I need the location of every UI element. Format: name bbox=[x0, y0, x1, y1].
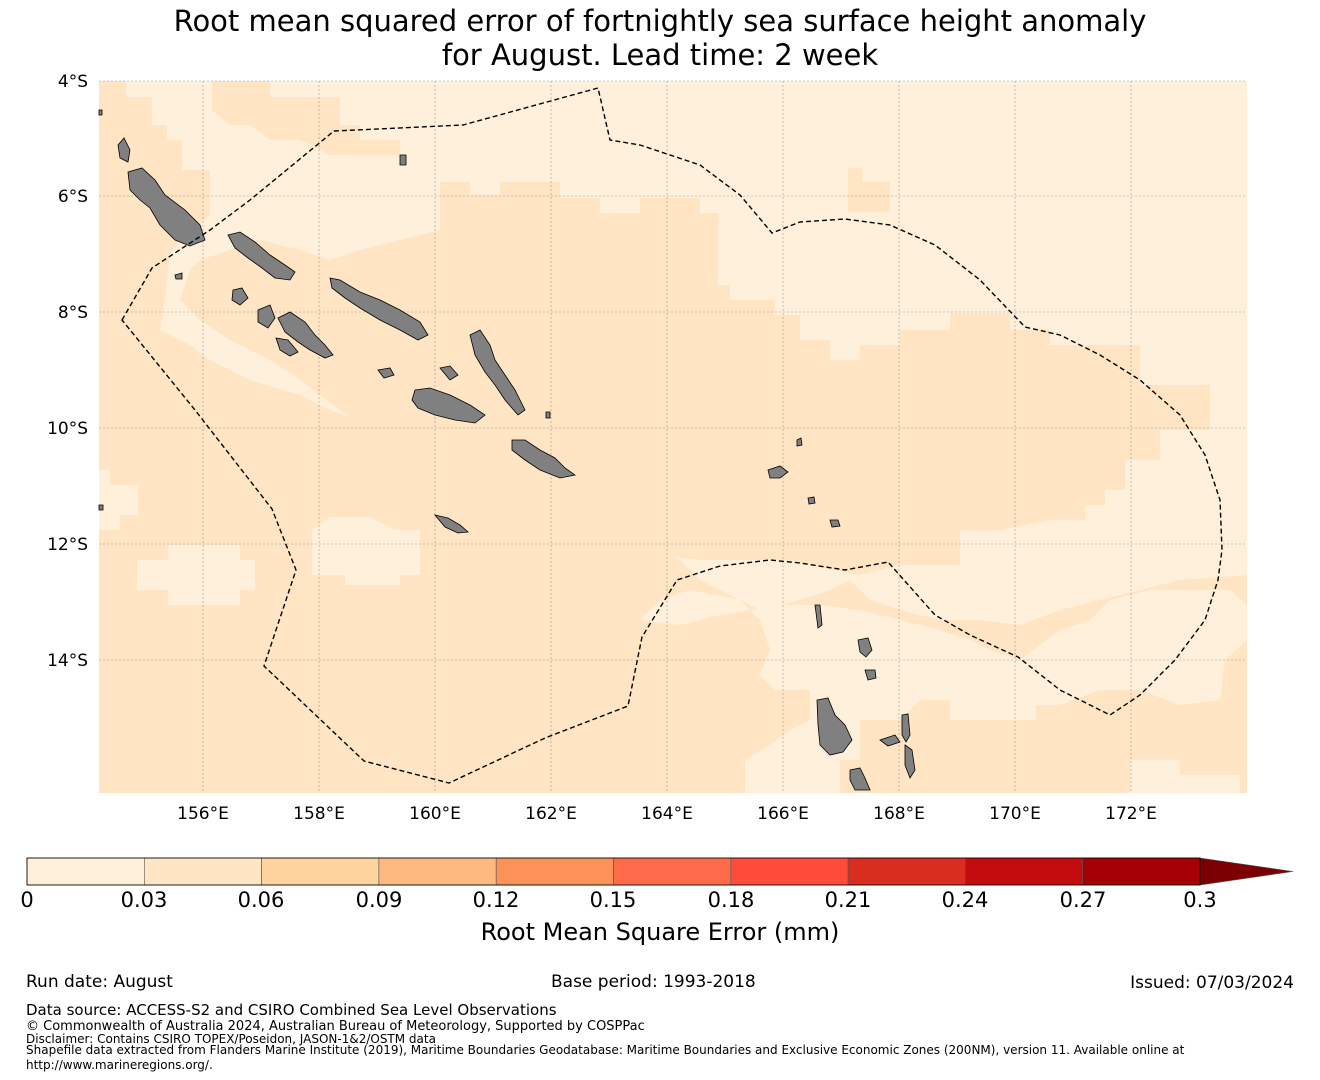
map-title: Root mean squared error of fortnightly s… bbox=[0, 4, 1320, 72]
reef-islands bbox=[796, 437, 803, 447]
colorbar-segment bbox=[613, 857, 732, 886]
lat-label: 14°S bbox=[47, 651, 88, 671]
base-period: Base period: 1993-2018 bbox=[551, 972, 756, 992]
bougainville-island bbox=[127, 167, 206, 247]
lat-label: 4°S bbox=[58, 72, 88, 92]
shapefile-credit: Shapefile data extracted from Flanders M… bbox=[26, 1043, 1185, 1057]
colorbar-tick-label: 0.3 bbox=[1183, 888, 1217, 912]
florida-islands bbox=[377, 367, 395, 379]
russell-islands bbox=[439, 365, 459, 381]
colorbar-tick-label: 0.09 bbox=[355, 888, 403, 912]
choiseul-island bbox=[227, 231, 296, 281]
new-georgia-island bbox=[257, 304, 276, 329]
lon-label: 160°E bbox=[409, 804, 461, 824]
lon-label: 162°E bbox=[525, 804, 577, 824]
rennell-island bbox=[433, 514, 469, 534]
tiny-island-2 bbox=[98, 109, 103, 116]
kolombangara-island bbox=[231, 287, 249, 306]
colorbar-title: Root Mean Square Error (mm) bbox=[480, 918, 840, 946]
lon-label: 166°E bbox=[757, 804, 809, 824]
santa-cruz-island bbox=[767, 465, 789, 479]
santa-isabel-island bbox=[329, 277, 429, 341]
lon-label: 172°E bbox=[1105, 804, 1157, 824]
colorbar-tick-label: 0.24 bbox=[941, 888, 989, 912]
colorbar-segment bbox=[495, 857, 614, 886]
colorbar-segment bbox=[261, 857, 380, 886]
malakula-island bbox=[849, 767, 871, 791]
colorbar-segment bbox=[1082, 857, 1201, 886]
colorbar-segment bbox=[144, 857, 262, 886]
colorbar-tick-label: 0.06 bbox=[237, 888, 285, 912]
colorbar-segment bbox=[965, 857, 1084, 886]
colorbar-tick-label: 0.15 bbox=[589, 888, 637, 912]
lat-label: 6°S bbox=[58, 187, 88, 207]
lat-label: 8°S bbox=[58, 303, 88, 323]
latitude-labels: 4°S 6°S 8°S 10°S 12°S 14°S bbox=[47, 72, 88, 671]
run-date: Run date: August bbox=[26, 972, 173, 992]
lon-label: 158°E bbox=[293, 804, 345, 824]
title-line-2: for August. Lead time: 2 week bbox=[441, 38, 879, 72]
issued-date: Issued: 07/03/2024 bbox=[1130, 973, 1294, 993]
land-masses bbox=[98, 109, 916, 791]
colorbar-tick-label: 0.21 bbox=[824, 888, 872, 912]
tiny-island-1 bbox=[174, 272, 183, 280]
marineregions-link[interactable]: http://www.marineregions.org/. bbox=[26, 1058, 213, 1072]
espiritu-santo-island bbox=[816, 697, 853, 756]
colorbar-tick-label: 0 bbox=[20, 888, 34, 912]
ontong-java-atoll bbox=[399, 154, 407, 166]
lat-label: 10°S bbox=[47, 419, 88, 439]
vanikoro-island bbox=[829, 519, 841, 528]
tiny-island-4 bbox=[545, 411, 551, 419]
gaua-island bbox=[864, 669, 877, 681]
lat-label: 12°S bbox=[47, 535, 88, 555]
longitude-labels: 156°E 158°E 160°E 162°E 164°E 166°E 168°… bbox=[177, 804, 1157, 824]
lon-label: 156°E bbox=[177, 804, 229, 824]
colorbar-tick-label: 0.12 bbox=[472, 888, 520, 912]
ambae-island bbox=[879, 734, 901, 747]
colorbar bbox=[26, 857, 1294, 886]
pentecost-island bbox=[904, 744, 916, 779]
colorbar-segment bbox=[378, 857, 497, 886]
utupua-island bbox=[807, 496, 816, 505]
solomon-islands-eez bbox=[121, 87, 1223, 784]
colorbar-outline bbox=[26, 857, 1201, 886]
rmse-field-lighter bbox=[99, 445, 1247, 793]
guadalcanal-island bbox=[411, 387, 486, 424]
data-source: Data source: ACCESS-S2 and CSIRO Combine… bbox=[26, 1001, 557, 1019]
rmse-field-darker bbox=[99, 81, 1247, 793]
colorbar-extend-arrow bbox=[1199, 857, 1294, 886]
vanua-lava-island bbox=[857, 637, 873, 658]
malaita-island bbox=[469, 329, 526, 416]
rendova-island bbox=[275, 337, 299, 357]
title-line-1: Root mean squared error of fortnightly s… bbox=[173, 4, 1147, 38]
lon-label: 170°E bbox=[989, 804, 1041, 824]
torres-islands bbox=[814, 604, 823, 629]
colorbar-segment bbox=[730, 857, 849, 886]
tiny-island-3 bbox=[98, 504, 104, 511]
graticule bbox=[99, 80, 1247, 793]
makira-island bbox=[511, 439, 576, 479]
lon-label: 164°E bbox=[641, 804, 693, 824]
maewo-island bbox=[901, 713, 911, 743]
disclaimer: Disclaimer: Contains CSIRO TOPEX/Poseido… bbox=[26, 1032, 436, 1046]
vella-lavella-island bbox=[277, 311, 334, 359]
copyright: © Commonwealth of Australia 2024, Austra… bbox=[26, 1019, 645, 1034]
buka-island bbox=[117, 137, 131, 163]
colorbar-segment bbox=[847, 857, 966, 886]
lon-label: 168°E bbox=[873, 804, 925, 824]
eez-boundaries bbox=[121, 87, 1223, 784]
colorbar-segment bbox=[26, 857, 145, 886]
colorbar-tick-label: 0.27 bbox=[1059, 888, 1107, 912]
colorbar-tick-label: 0.18 bbox=[707, 888, 755, 912]
colorbar-tick-label: 0.03 bbox=[120, 888, 168, 912]
